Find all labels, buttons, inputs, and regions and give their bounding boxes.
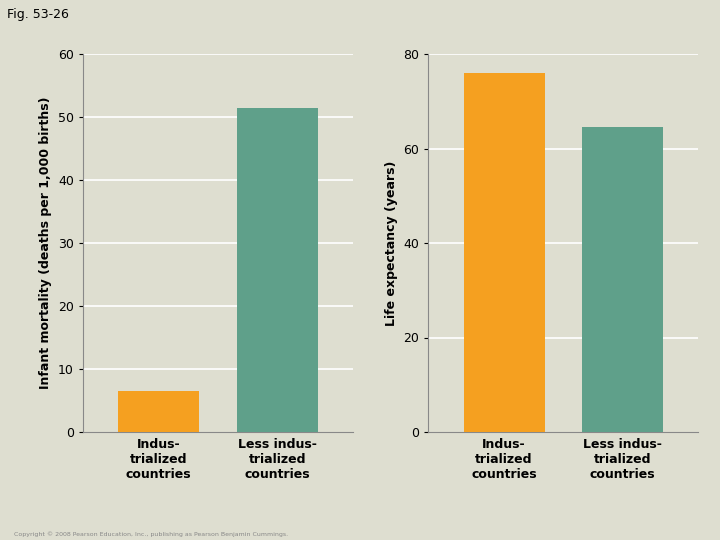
Bar bbox=[582, 127, 663, 432]
Text: Copyright © 2008 Pearson Education, Inc., publishing as Pearson Benjamin Cumming: Copyright © 2008 Pearson Education, Inc.… bbox=[14, 532, 289, 537]
Y-axis label: Infant mortality (deaths per 1,000 births): Infant mortality (deaths per 1,000 birth… bbox=[39, 97, 53, 389]
Y-axis label: Life expectancy (years): Life expectancy (years) bbox=[384, 160, 398, 326]
Bar bbox=[118, 391, 199, 432]
Text: Fig. 53-26: Fig. 53-26 bbox=[7, 8, 69, 21]
Bar bbox=[237, 107, 318, 432]
Bar bbox=[464, 73, 544, 432]
